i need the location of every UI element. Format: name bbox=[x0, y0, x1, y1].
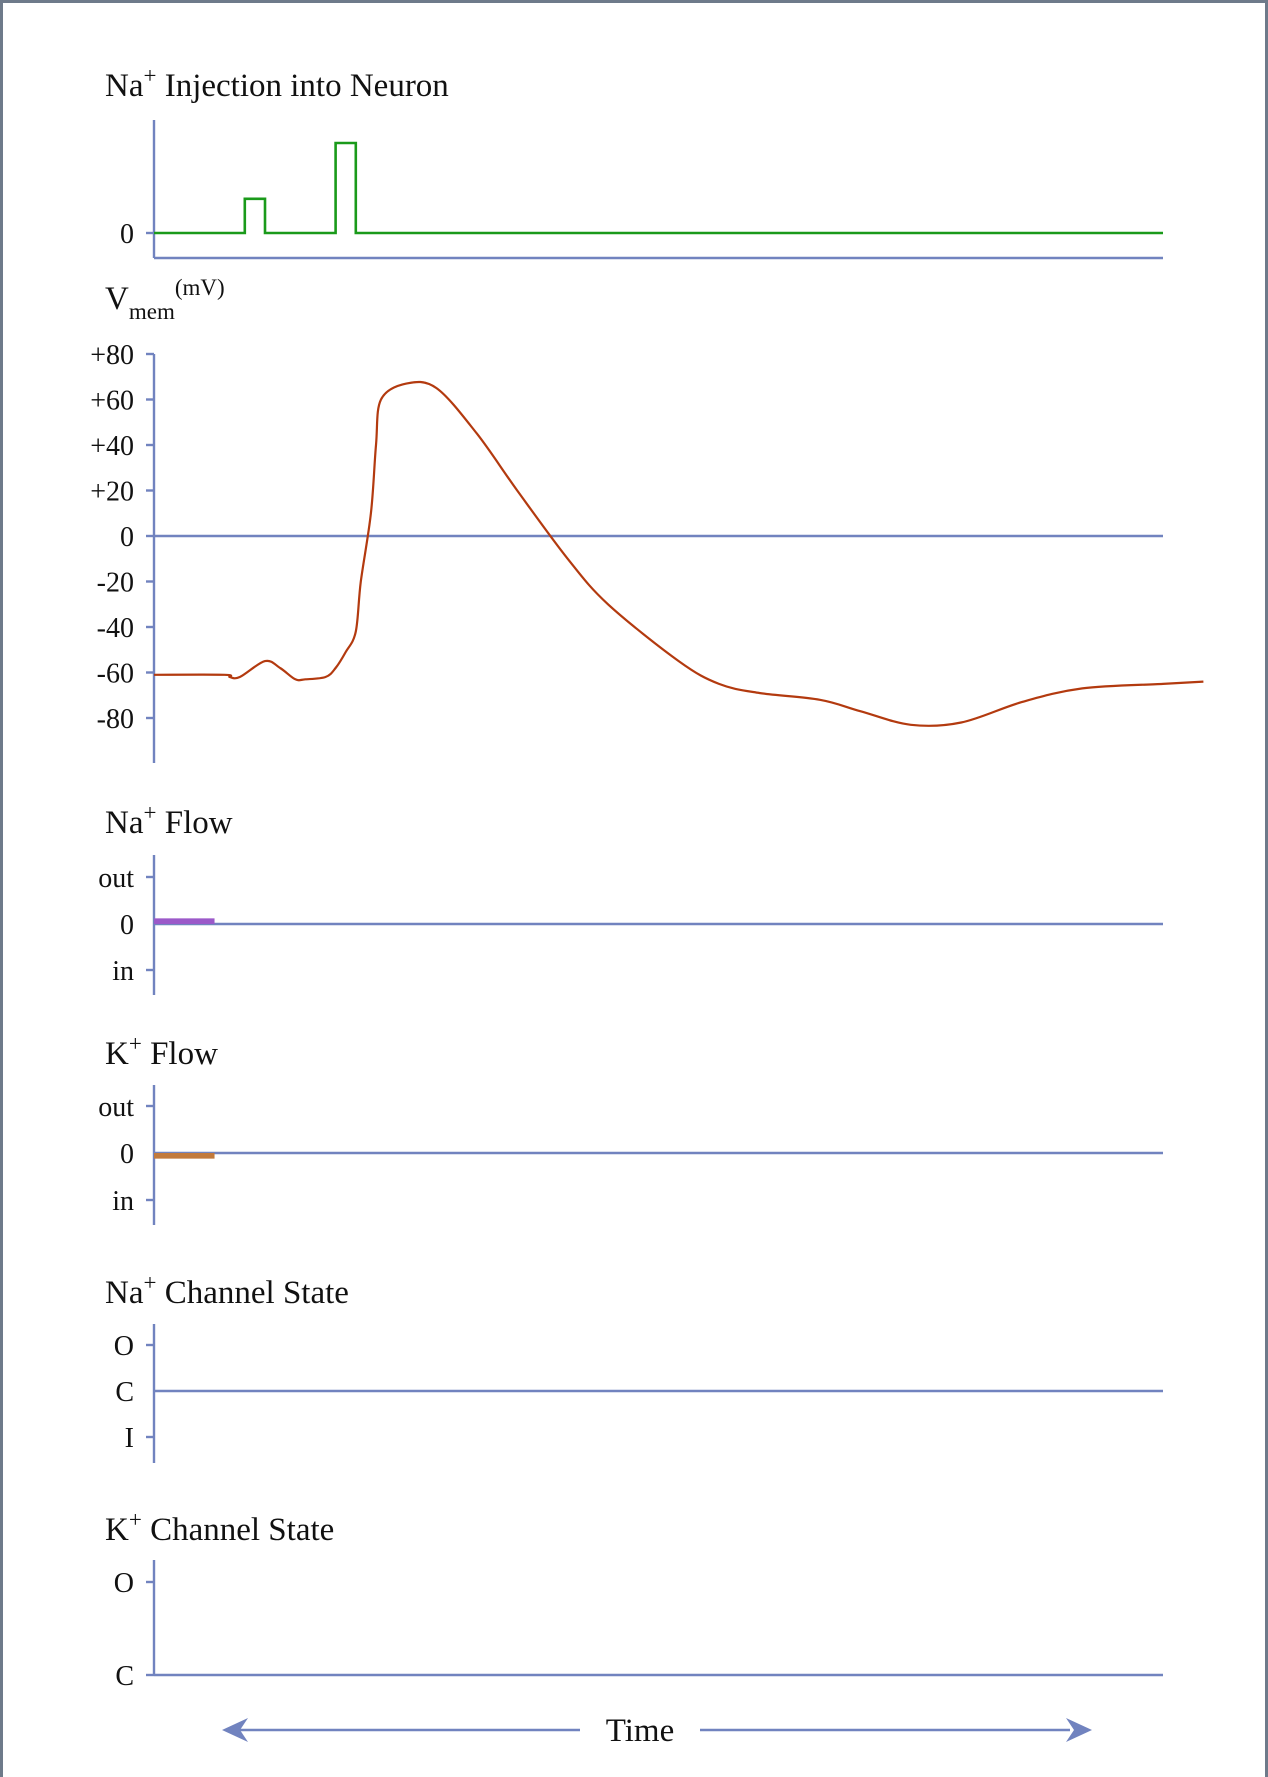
vmem-tick-label: -80 bbox=[97, 704, 134, 735]
panel-na-flow: Na+ Flow out 0 in bbox=[98, 800, 1163, 995]
na-flow-tick-label-out: out bbox=[98, 863, 134, 894]
vmem-title: Vmem(mV) bbox=[105, 275, 225, 324]
panel-vmem: Vmem(mV) +80 +60 +40 +20 0 -20 -40 -60 -80 bbox=[90, 275, 1204, 763]
time-arrow-left-head bbox=[222, 1718, 248, 1742]
time-arrow-right-head bbox=[1066, 1718, 1092, 1742]
na-flow-tick-label-zero: 0 bbox=[120, 910, 134, 941]
k-channel-tick-label-o: O bbox=[114, 1568, 134, 1599]
injection-title: Na+ Injection into Neuron bbox=[105, 63, 449, 104]
k-flow-tick-label-out: out bbox=[98, 1092, 134, 1123]
na-channel-tick-label-c: C bbox=[115, 1377, 134, 1408]
vmem-ticks: +80 +60 +40 +20 0 -20 -40 -60 -80 bbox=[90, 340, 154, 735]
panel-injection: Na+ Injection into Neuron 0 bbox=[105, 63, 1163, 260]
na-flow-title: Na+ Flow bbox=[105, 800, 233, 841]
na-channel-title: Na+ Channel State bbox=[105, 1270, 349, 1311]
vmem-tick-label: +60 bbox=[90, 386, 134, 417]
k-flow-bar bbox=[154, 1153, 215, 1159]
k-flow-title: K+ Flow bbox=[105, 1031, 218, 1072]
k-flow-tick-label-in: in bbox=[112, 1186, 134, 1217]
panel-k-flow: K+ Flow out 0 in bbox=[98, 1031, 1163, 1225]
vmem-tick-label: +40 bbox=[90, 431, 134, 462]
k-flow-tick-label-zero: 0 bbox=[120, 1139, 134, 1170]
time-axis-arrow: Time bbox=[222, 1713, 1092, 1749]
vmem-tick-label: +80 bbox=[90, 340, 134, 371]
vmem-tick-label: +20 bbox=[90, 477, 134, 508]
k-channel-title: K+ Channel State bbox=[105, 1507, 334, 1548]
panel-k-channel: K+ Channel State O C bbox=[105, 1507, 1163, 1692]
k-channel-tick-label-c: C bbox=[115, 1661, 134, 1692]
time-label: Time bbox=[606, 1713, 674, 1749]
na-flow-tick-label-in: in bbox=[112, 956, 134, 987]
na-channel-tick-label-o: O bbox=[114, 1331, 134, 1362]
vmem-tick-label: -60 bbox=[97, 659, 134, 690]
vmem-tick-label: -40 bbox=[97, 613, 134, 644]
vmem-tick-label: 0 bbox=[120, 522, 134, 553]
vmem-series-line bbox=[153, 380, 1204, 728]
injection-series-line bbox=[154, 141, 1163, 235]
na-channel-tick-label-i: I bbox=[125, 1423, 134, 1454]
vmem-tick-label: -20 bbox=[97, 568, 134, 599]
na-flow-bar bbox=[154, 918, 215, 924]
injection-tick-label-0: 0 bbox=[120, 219, 134, 250]
panel-na-channel: Na+ Channel State O C I bbox=[105, 1270, 1163, 1463]
